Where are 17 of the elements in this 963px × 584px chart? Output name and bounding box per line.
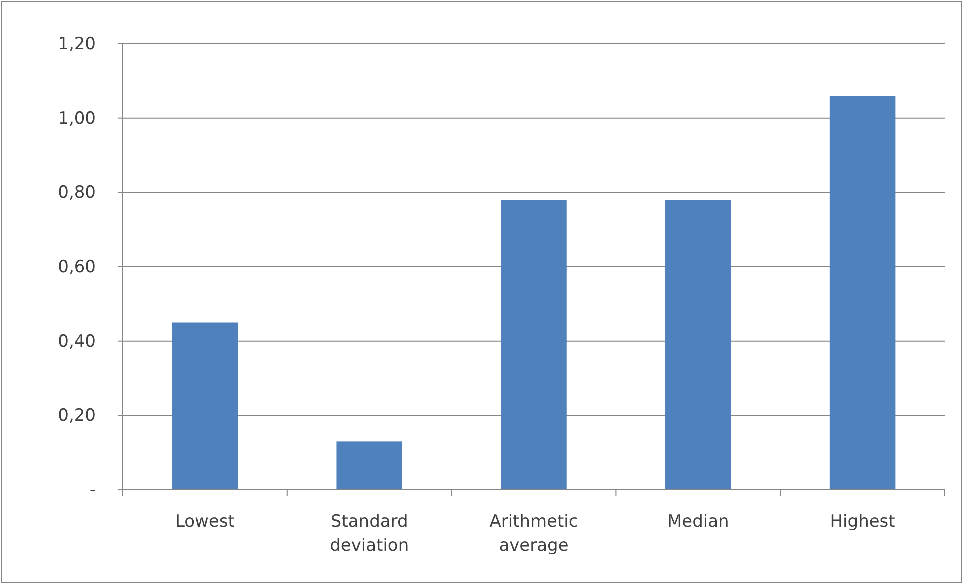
y-tick-label: 0,40 xyxy=(58,332,96,352)
y-tick-label: - xyxy=(90,480,96,500)
y-tick-label: 0,80 xyxy=(58,183,96,204)
x-tick-label: Highest xyxy=(830,512,896,532)
y-tick-label: 0,60 xyxy=(58,257,96,278)
bar xyxy=(501,200,567,490)
y-tick-label: 1,20 xyxy=(58,34,96,54)
y-tick-label: 1,00 xyxy=(58,108,96,129)
x-tick-label: Lowest xyxy=(175,512,236,532)
bar xyxy=(172,322,238,490)
bar xyxy=(830,96,896,490)
bar xyxy=(336,442,402,490)
x-tick-label: Arithmetic average xyxy=(490,512,578,556)
x-tick-label: Standard deviation xyxy=(330,512,410,556)
bar xyxy=(666,200,732,490)
y-tick-label: 0,20 xyxy=(58,406,96,426)
x-tick-label: Median xyxy=(667,512,730,532)
